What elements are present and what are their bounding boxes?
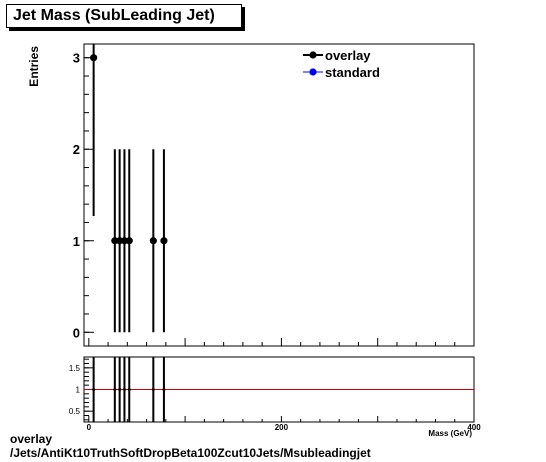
chart-title-box: Jet Mass (SubLeading Jet): [6, 4, 242, 28]
x-tick-label: 0: [87, 423, 92, 432]
ratio-point: [162, 388, 166, 391]
legend-marker: [309, 51, 317, 59]
data-point: [149, 237, 157, 245]
y-tick-label: 3: [73, 51, 80, 66]
ratio-point: [127, 388, 131, 391]
y-tick-label: 2: [73, 142, 80, 157]
x-axis-label: Mass (GeV): [428, 429, 472, 438]
y-tick-label: 1.5: [69, 364, 81, 373]
ratio-point: [151, 388, 155, 391]
data-point: [125, 237, 133, 245]
data-point: [90, 54, 98, 62]
x-tick-label: 200: [275, 423, 289, 432]
main-plot-frame: [83, 43, 475, 347]
y-axis-label: Entries: [27, 46, 41, 87]
y-tick-label: 1: [76, 386, 81, 395]
ratio-point: [118, 388, 122, 391]
y-tick-label: 1: [73, 234, 80, 249]
ratio-point: [122, 388, 126, 391]
footer-path: /Jets/AntiKt10TruthSoftDropBeta100Zcut10…: [10, 446, 371, 460]
ratio-point: [92, 388, 96, 391]
ratio-point: [113, 388, 117, 391]
y-tick-label: 0: [73, 325, 80, 340]
legend-label: standard: [325, 65, 380, 80]
legend-label: overlay: [325, 48, 371, 63]
legend-marker: [309, 68, 317, 76]
y-tick-label: 0.5: [69, 407, 81, 416]
footer-label: overlay: [10, 432, 53, 446]
chart-title: Jet Mass (SubLeading Jet): [13, 7, 215, 24]
x-tick-label: 400: [467, 423, 481, 432]
data-point: [160, 237, 168, 245]
